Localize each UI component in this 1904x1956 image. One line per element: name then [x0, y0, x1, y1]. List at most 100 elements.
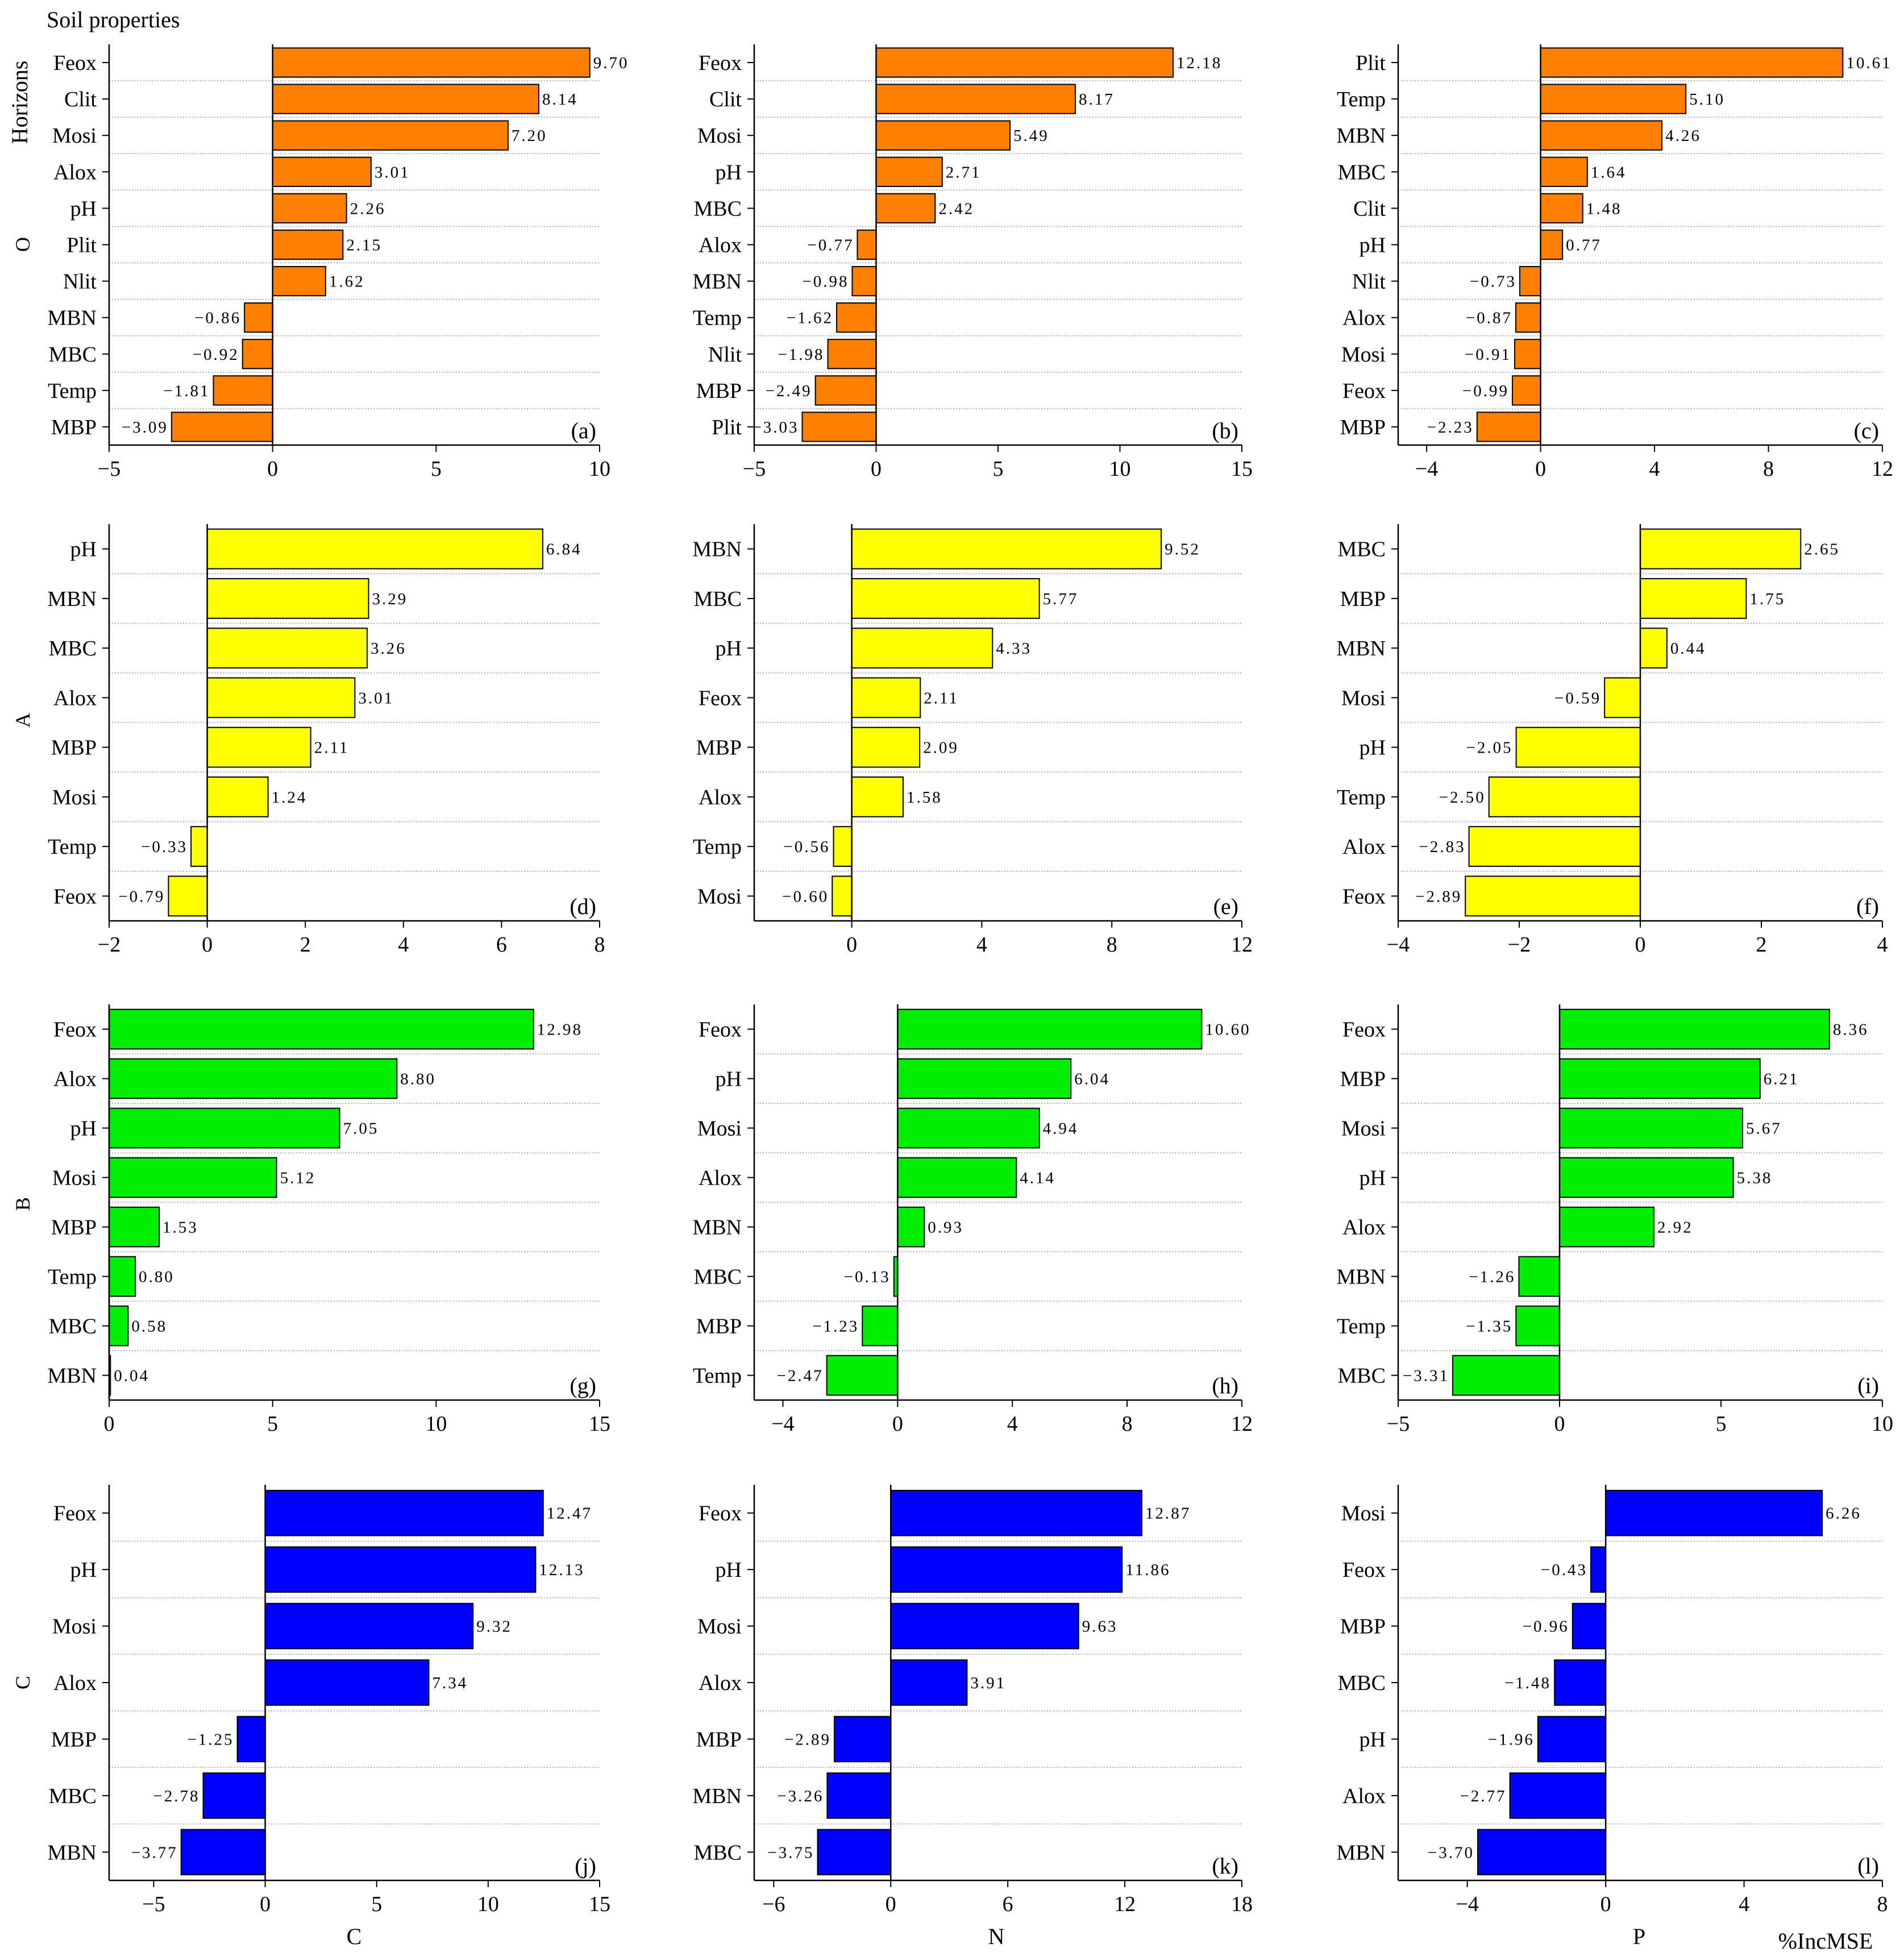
value-label: 2.11 [924, 689, 959, 707]
x-tick-label: 8 [1122, 1412, 1133, 1436]
category-label: MBN [47, 1364, 97, 1388]
x-tick-label: 15 [589, 1892, 610, 1916]
category-label: MBP [696, 1727, 742, 1751]
bar [827, 339, 877, 369]
bar [897, 1157, 1017, 1198]
value-label: 2.11 [314, 739, 350, 757]
category-label: MBP [51, 416, 97, 439]
category-label: pH [70, 1117, 97, 1141]
x-tick-label: 12 [1114, 1892, 1136, 1916]
bar [272, 47, 591, 78]
bar [206, 628, 368, 669]
x-tick-label: 0 [1600, 1892, 1611, 1916]
x-tick-label: 18 [1231, 1892, 1253, 1916]
bar [833, 826, 853, 867]
bar [1519, 265, 1541, 297]
category-label: MBP [1340, 1615, 1386, 1639]
x-tick-label: 0 [1635, 933, 1646, 957]
bar [272, 229, 344, 260]
category-label: MBC [694, 197, 742, 221]
category-label: MBC [694, 587, 742, 611]
panel-c: Plit 10.61 Temp 5.10 MBN 4.26 MBC 1.64 Clit 1.48 p… [1336, 44, 1893, 481]
category-label: Mosi [697, 124, 742, 148]
bar [206, 528, 543, 570]
bar [1540, 120, 1663, 151]
category-label: MBP [1340, 416, 1386, 439]
panel-b: Feox 12.18 Clit 8.17 Mosi 5.49 pH 2.71 MBC 2.42 Al… [692, 44, 1253, 481]
row-label-o: O [11, 237, 34, 252]
value-label: 4.33 [996, 639, 1032, 658]
x-tick-label: 5 [1716, 1412, 1727, 1436]
x-tick-label: 4 [976, 933, 987, 957]
bar [826, 1355, 899, 1396]
category-label: Mosi [52, 1166, 97, 1190]
category-label: Mosi [1341, 1117, 1386, 1141]
value-label: −2.89 [784, 1730, 831, 1749]
category-label: pH [1360, 1166, 1386, 1190]
category-label: Plit [66, 234, 97, 258]
value-label: −0.60 [782, 887, 829, 906]
category-label: MBC [49, 637, 97, 661]
value-label: −0.73 [1470, 273, 1516, 291]
bar [109, 1256, 136, 1297]
value-label: 0.80 [139, 1268, 174, 1286]
category-label: MBC [694, 1265, 742, 1289]
category-label: Feox [1342, 1018, 1386, 1042]
x-tick-label: 0 [846, 933, 857, 957]
category-label: MBC [1338, 1671, 1386, 1695]
value-label: 9.70 [593, 54, 629, 72]
category-label: Temp [693, 835, 742, 859]
panel-letter: (g) [569, 1373, 596, 1398]
bar [890, 1489, 1142, 1536]
category-label: MBN [692, 270, 742, 294]
chart-panels: Feox 9.70 Clit 8.14 Mosi 7.20 Alox 3.01 pH 2.26 Pl… [47, 44, 1893, 1916]
x-tick-label: 0 [886, 1892, 896, 1916]
bar [264, 1546, 537, 1593]
category-label: Clit [1353, 197, 1386, 221]
bar [851, 528, 1162, 570]
bar [264, 1602, 474, 1650]
value-label: −2.50 [1439, 788, 1486, 807]
value-label: 2.09 [923, 739, 959, 757]
bar [875, 120, 1011, 151]
bar [109, 1206, 160, 1248]
category-label: MBN [47, 587, 97, 611]
panel-i: Feox 8.36 MBP 6.21 Mosi 5.67 pH 5.38 Alox 2.92 MBN… [1336, 1004, 1893, 1436]
category-label: MBP [696, 1315, 742, 1339]
category-label: Alox [699, 234, 742, 258]
value-label: 5.77 [1043, 590, 1079, 608]
value-label: −0.87 [1466, 309, 1512, 327]
category-label: MBC [694, 1841, 742, 1864]
bar [272, 265, 326, 297]
category-label: Alox [699, 786, 742, 809]
category-label: MBC [1338, 538, 1386, 562]
bar [836, 302, 877, 333]
category-label: MBC [49, 343, 97, 367]
bar [801, 412, 877, 442]
x-tick-label: 15 [1231, 457, 1253, 481]
value-label: 5.38 [1737, 1169, 1773, 1187]
value-label: −3.77 [131, 1843, 178, 1862]
category-label: Alox [1342, 1216, 1386, 1240]
x-tick-label: 10 [589, 457, 610, 481]
value-label: 8.80 [400, 1070, 436, 1089]
bar [1572, 1602, 1607, 1650]
bar [272, 120, 509, 151]
x-tick-label: 4 [398, 933, 409, 957]
value-label: −3.03 [752, 418, 799, 437]
value-label: −1.62 [787, 309, 833, 327]
value-label: −0.96 [1523, 1618, 1569, 1636]
category-label: pH [716, 1068, 742, 1091]
bar [109, 1107, 340, 1149]
x-tick-label: 4 [1739, 1892, 1749, 1916]
value-label: 3.91 [970, 1674, 1006, 1692]
category-label: Nlit [63, 270, 97, 294]
category-label: Feox [699, 1502, 742, 1526]
x-tick-label: 10 [1109, 457, 1131, 481]
category-label: MBC [49, 1315, 97, 1339]
value-label: 3.01 [358, 689, 394, 707]
row-label-a: A [11, 713, 34, 728]
category-label: Feox [699, 1018, 742, 1042]
category-label: Temp [1337, 786, 1386, 809]
category-label: MBP [696, 379, 742, 403]
